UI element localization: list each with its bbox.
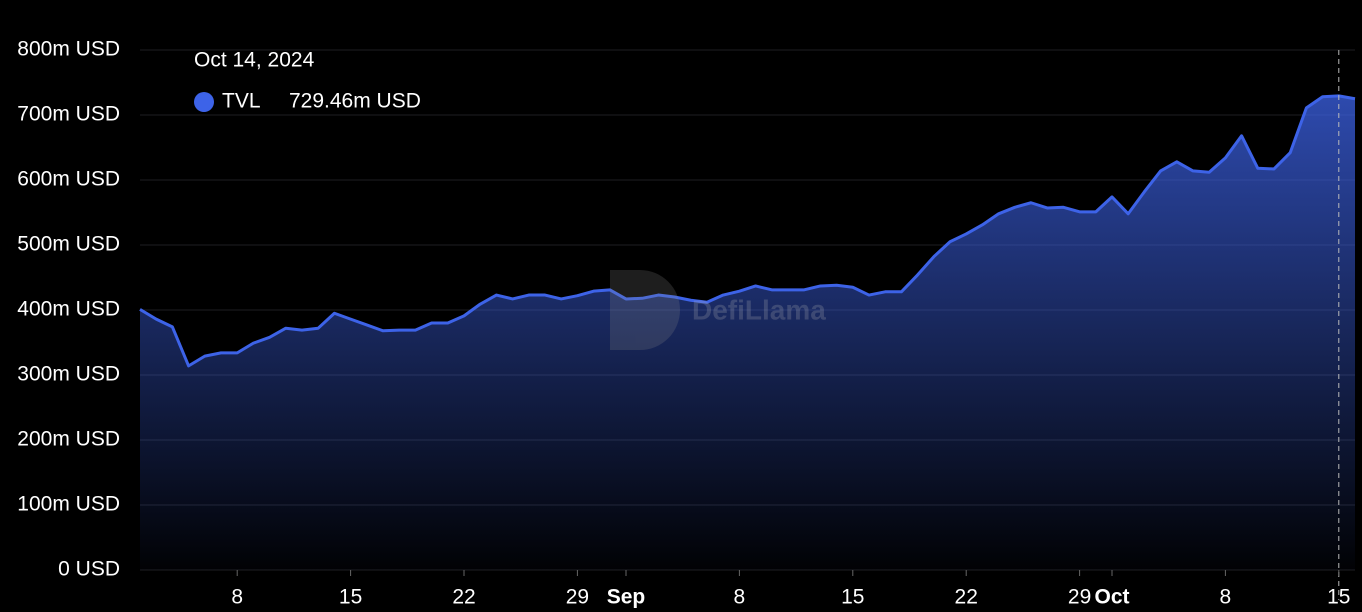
x-tick-label: 22 xyxy=(955,586,978,609)
y-tick-label: 0 USD xyxy=(58,558,120,581)
line xyxy=(139,94,1356,368)
tooltip-dot xyxy=(194,92,214,112)
x-tick-label: 15 xyxy=(1327,586,1350,609)
x-tick-label: 22 xyxy=(452,586,475,609)
x-tick-label: 29 xyxy=(1068,586,1091,609)
tooltip-series: TVL xyxy=(222,90,261,113)
x-tick-label: Sep xyxy=(607,586,646,609)
y-tick-label: 100m USD xyxy=(17,493,120,516)
tooltip-date: Oct 14, 2024 xyxy=(194,49,315,72)
axes: 0 USD 100m USD 200m USD 300m USD 400m USD 500… xyxy=(17,38,1350,609)
watermark: DefiLlama xyxy=(610,270,826,350)
y-tick-label: 200m USD xyxy=(17,428,120,451)
x-tick-label: 8 xyxy=(1220,586,1232,609)
x-tick-label: Oct xyxy=(1094,586,1129,609)
x-tick-label: 8 xyxy=(231,586,243,609)
x-tick-label: 8 xyxy=(734,586,746,609)
x-tick-label: 29 xyxy=(566,586,589,609)
y-tick-label: 700m USD xyxy=(17,103,120,126)
tooltip-value: 729.46m USD xyxy=(289,90,421,113)
watermark-text: DefiLlama xyxy=(692,294,826,325)
plot xyxy=(139,50,1356,600)
y-tick-label: 800m USD xyxy=(17,38,120,61)
y-tick-label: 500m USD xyxy=(17,233,120,256)
x-tick-label: 15 xyxy=(841,586,864,609)
x-tick-label: 15 xyxy=(339,586,362,609)
area xyxy=(140,95,1355,570)
y-tick-label: 400m USD xyxy=(17,298,120,321)
y-tick-label: 600m USD xyxy=(17,168,120,191)
watermark-logo xyxy=(610,270,680,350)
y-tick-label: 300m USD xyxy=(17,363,120,386)
